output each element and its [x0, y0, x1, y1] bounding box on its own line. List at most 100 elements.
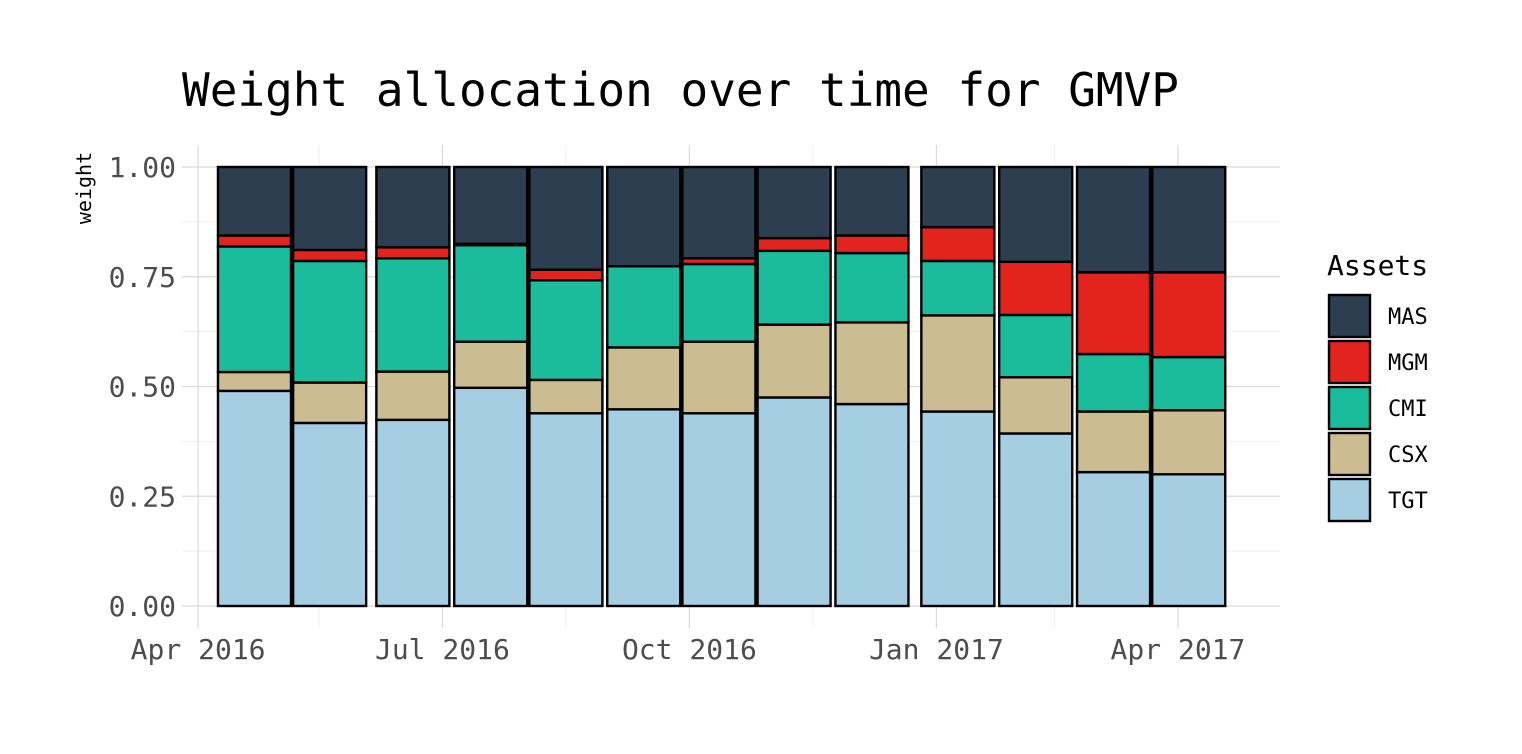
bar-segment-cmi: [920, 259, 996, 317]
x-tick-label: Jul 2016: [375, 633, 510, 666]
bar-segment-cmi: [375, 257, 451, 373]
bar-segment-cmi: [453, 243, 529, 343]
bar-segment-mgm: [997, 260, 1074, 317]
bar-segment-csx: [681, 340, 757, 415]
bar-stack: [1151, 165, 1227, 608]
bar-segment-tgt: [997, 432, 1074, 608]
bar-segment-csx: [920, 314, 996, 413]
legend-label-mgm: MGM: [1388, 351, 1428, 376]
bar-segment-mgm: [834, 234, 910, 255]
bar-segment-cmi: [216, 245, 293, 374]
bar-segment-tgt: [1151, 473, 1227, 608]
bar-segment-csx: [1075, 410, 1152, 474]
bar-segment-csx: [834, 321, 910, 406]
bar-segment-mgm: [1151, 271, 1227, 359]
bar-segment-mgm: [756, 236, 832, 253]
y-tick-label: 0.00: [109, 590, 176, 623]
legend-title: Assets: [1327, 249, 1428, 282]
bar-segment-cmi: [756, 249, 832, 326]
legend-label-cmi: CMI: [1388, 397, 1428, 422]
bar-stack: [606, 165, 682, 608]
legend: Assets MAS MGM CMI CSX TGT: [1327, 249, 1428, 523]
x-tick-label: Jan 2017: [869, 633, 1004, 666]
legend-swatch-csx: [1327, 431, 1372, 477]
bar-segment-cmi: [681, 262, 757, 343]
bar-stack: [291, 165, 368, 608]
bar-stack: [1075, 165, 1152, 608]
bar-segment-tgt: [681, 412, 757, 608]
bar-segment-mgm: [920, 225, 996, 263]
bar-stack: [834, 165, 910, 608]
bar-segment-csx: [216, 370, 293, 393]
bar-segment-csx: [528, 378, 604, 415]
bar-stack: [375, 165, 451, 608]
x-tick-label: Apr 2017: [1111, 633, 1246, 666]
bar-segment-mgm: [1075, 271, 1152, 356]
bar-stack: [756, 165, 832, 608]
bar-stack: [920, 165, 996, 608]
legend-swatch-mgm: [1327, 339, 1372, 385]
bar-segment-csx: [375, 370, 451, 422]
y-axis-title: weight: [72, 152, 96, 224]
x-tick-label: Apr 2016: [131, 633, 266, 666]
bar-segment-cmi: [834, 251, 910, 324]
bar-stack: [997, 165, 1074, 608]
y-tick-label: 0.25: [109, 480, 176, 513]
bar-stack: [216, 165, 293, 608]
x-tick-label: Oct 2016: [622, 633, 757, 666]
bar-segment-tgt: [920, 410, 996, 608]
bar-segment-csx: [291, 381, 368, 425]
y-tick-label: 1.00: [109, 151, 176, 184]
bar-segment-mas: [997, 165, 1074, 264]
bar-segment-mas: [528, 165, 604, 271]
legend-swatch-cmi: [1327, 385, 1372, 431]
bar-segment-mas: [920, 165, 996, 229]
bar-segment-cmi: [997, 313, 1074, 379]
x-axis: Apr 2016 Jul 2016 Oct 2016 Jan 2017 Apr 2017: [131, 633, 1246, 666]
bar-segment-mgm: [375, 246, 451, 260]
bar-segment-mas: [606, 165, 682, 268]
legend-label-mas: MAS: [1388, 305, 1428, 330]
bar-stack: [681, 165, 757, 608]
bar-segment-mas: [681, 165, 757, 260]
bar-segment-csx: [606, 346, 682, 411]
bar-segment-mas: [375, 165, 451, 249]
bar-segment-tgt: [375, 418, 451, 608]
bar-segment-tgt: [453, 386, 529, 608]
chart-title: Weight allocation over time for GMVP: [182, 63, 1179, 117]
y-axis: 0.00 0.25 0.50 0.75 1.00: [109, 151, 176, 623]
bar-segment-cmi: [1075, 352, 1152, 413]
bar-segment-mas: [834, 165, 910, 237]
bar-segment-cmi: [291, 259, 368, 384]
bar-segment-mgm: [291, 248, 368, 263]
y-tick-label: 0.50: [109, 371, 176, 404]
bar-segment-mgm: [528, 268, 604, 282]
bar-segment-tgt: [528, 412, 604, 608]
bar-segment-mgm: [216, 234, 293, 248]
bar-segment-cmi: [1151, 355, 1227, 412]
bar-segment-csx: [453, 340, 529, 390]
bar-stack: [528, 165, 604, 608]
bar-segment-tgt: [756, 396, 832, 608]
legend-label-tgt: TGT: [1388, 489, 1428, 514]
bar-segment-cmi: [606, 265, 682, 349]
y-tick-label: 0.75: [109, 261, 176, 294]
bar-segment-mas: [756, 165, 832, 240]
bar-segment-tgt: [834, 402, 910, 608]
bar-stack: [453, 165, 529, 608]
bar-segment-csx: [1151, 409, 1227, 476]
bar-segment-csx: [756, 323, 832, 399]
legend-swatch-mas: [1327, 293, 1372, 339]
bar-segment-tgt: [291, 421, 368, 608]
bar-segment-mas: [291, 165, 368, 252]
bar-segment-mas: [216, 165, 293, 237]
bar-segment-mas: [1151, 165, 1227, 274]
bar-segment-mas: [453, 165, 529, 246]
bars-layer: [216, 165, 1227, 608]
legend-swatch-tgt: [1327, 477, 1372, 523]
bar-segment-tgt: [216, 389, 293, 608]
bar-segment-tgt: [1075, 470, 1152, 608]
legend-label-csx: CSX: [1388, 443, 1428, 468]
